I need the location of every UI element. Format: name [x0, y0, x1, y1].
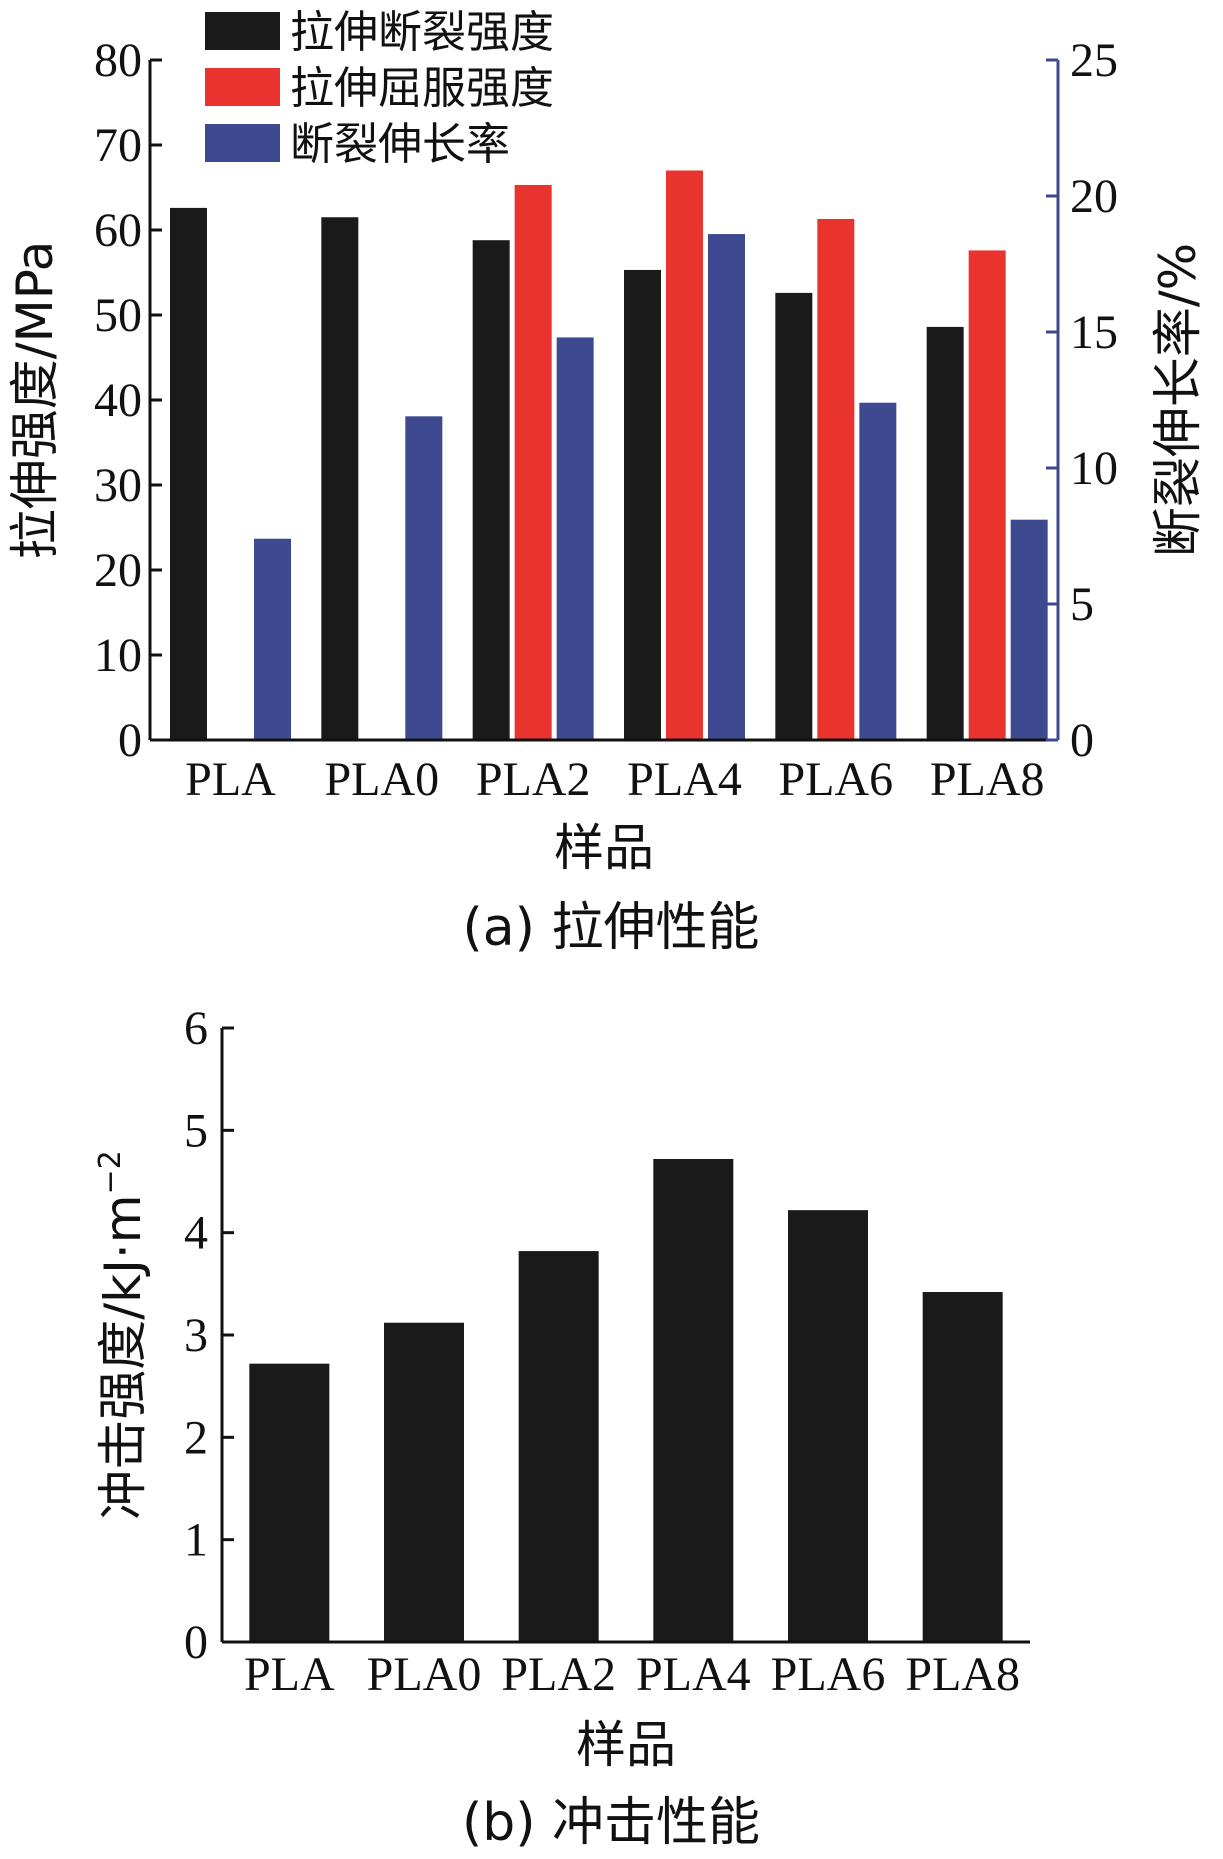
tensile-y-tick-label: 50	[94, 289, 142, 342]
impact-bar-PLA0	[384, 1322, 464, 1642]
impact-y-tick-label: 2	[184, 1411, 208, 1464]
impact-x-tick-label: PLA	[244, 1648, 335, 1701]
impact-x-tick-label: PLA0	[367, 1648, 482, 1701]
tensile-y-tick-label: 80	[94, 34, 142, 87]
impact-y-tick-label: 4	[184, 1207, 208, 1260]
bar-PLA6-breaking	[775, 292, 813, 740]
impact-y-axis-title-main: 冲击强度/kJ·m	[94, 1195, 152, 1520]
bar-PLA4-breaking	[624, 269, 661, 740]
tensile-x-tick-label: PLA8	[930, 753, 1045, 806]
tensile-caption: (a) 拉伸性能	[463, 898, 760, 958]
impact-x-tick-label: PLA6	[771, 1648, 886, 1701]
impact-x-tick-label: PLA2	[501, 1648, 616, 1701]
impact-bar-PLA2	[518, 1251, 599, 1642]
impact-x-axis-title: 样品	[576, 1716, 676, 1774]
legend-label-breaking: 拉伸断裂强度	[290, 7, 554, 58]
bar-PLA8-yield	[968, 250, 1006, 740]
impact-bar-PLA8	[922, 1292, 1003, 1642]
impact-bar-PLA4	[653, 1158, 734, 1642]
impact-y-tick-label: 6	[184, 1002, 208, 1055]
tensile-y-tick-label: 20	[94, 544, 142, 597]
legend-swatch-breaking	[205, 12, 280, 50]
legend-swatch-yield	[205, 68, 280, 106]
tensile-y-tick-label: 10	[94, 629, 142, 682]
tensile-x-axis-title: 样品	[554, 819, 654, 877]
tensile-y-tick-label: 30	[94, 459, 142, 512]
tensile-x-tick-label: PLA0	[324, 753, 439, 806]
tensile-bars	[170, 170, 1048, 740]
impact-x-tick-label: PLA4	[636, 1648, 751, 1701]
bar-PLA2-elongation	[556, 337, 594, 740]
bar-PLA4-elongation	[708, 234, 745, 740]
impact-bars	[249, 1158, 1003, 1642]
tensile-x-tick-label: PLA	[185, 753, 276, 806]
elongation-y2-tick-label: 0	[1070, 714, 1094, 767]
legend-label-yield: 拉伸屈服强度	[290, 63, 554, 114]
tensile-y-axis-title: 拉伸强度/MPa	[6, 241, 64, 560]
elongation-y2-tick-label: 15	[1070, 306, 1118, 359]
elongation-y2-tick-label: 10	[1070, 442, 1118, 495]
tensile-chart: PLA PLA0 PLA2 PLA4 PLA6 PLA801020304050607080…	[6, 7, 1207, 958]
legend-swatch-elongation	[205, 124, 280, 162]
bar-PLA0-elongation	[405, 416, 443, 740]
tensile-x-tick-label: PLA4	[627, 753, 742, 806]
impact-y-axis-title-superscript: −2	[93, 1150, 128, 1194]
tensile-x-tick-label: PLA2	[476, 753, 591, 806]
bar-PLA4-yield	[666, 170, 703, 740]
impact-y-tick-label: 0	[184, 1616, 208, 1669]
bar-PLA6-elongation	[859, 402, 897, 740]
elongation-y2-axis-title: 断裂伸长率/%	[1149, 243, 1207, 557]
impact-y-tick-label: 3	[184, 1309, 208, 1362]
tensile-y-tick-label: 0	[118, 714, 142, 767]
legend-label-elongation: 断裂伸长率	[290, 119, 510, 170]
impact-y-tick-label: 1	[184, 1514, 208, 1567]
impact-y-tick-label: 5	[184, 1104, 208, 1157]
tensile-y-tick-label: 40	[94, 374, 142, 427]
impact-y-axis-title: 冲击强度/kJ·m−2	[93, 1150, 152, 1519]
elongation-y2-tick-label: 20	[1070, 170, 1118, 223]
bar-PLA8-breaking	[926, 326, 964, 740]
bar-PLA2-yield	[514, 184, 552, 740]
bar-PLA-breaking	[170, 207, 207, 740]
elongation-y2-tick-label: 5	[1070, 578, 1094, 631]
bar-PLA-elongation	[254, 538, 291, 740]
bar-PLA6-yield	[817, 218, 855, 740]
bar-PLA2-breaking	[472, 240, 510, 740]
tensile-y-tick-label: 70	[94, 119, 142, 172]
tensile-x-tick-label: PLA6	[778, 753, 893, 806]
impact-bar-PLA6	[788, 1210, 868, 1642]
impact-caption: (b) 冲击性能	[462, 1793, 760, 1853]
bar-PLA8-elongation	[1010, 519, 1048, 740]
impact-x-tick-label: PLA8	[905, 1648, 1020, 1701]
elongation-y2-tick-label: 25	[1070, 34, 1118, 87]
impact-bar-PLA	[249, 1363, 330, 1642]
impact-chart: PLA PLA0 PLA2 PLA4 PLA6 PLA8 0 1 2 3 4 5 6 冲击强度/kJ·m…	[93, 1002, 1030, 1853]
tensile-y-tick-label: 60	[94, 204, 142, 257]
bar-PLA0-breaking	[321, 217, 359, 740]
tensile-axes: PLA PLA0 PLA2 PLA4 PLA6 PLA801020304050607080…	[94, 34, 1118, 806]
impact-axes: PLA PLA0 PLA2 PLA4 PLA6 PLA8 0 1 2 3 4 5 6	[184, 1002, 1030, 1701]
